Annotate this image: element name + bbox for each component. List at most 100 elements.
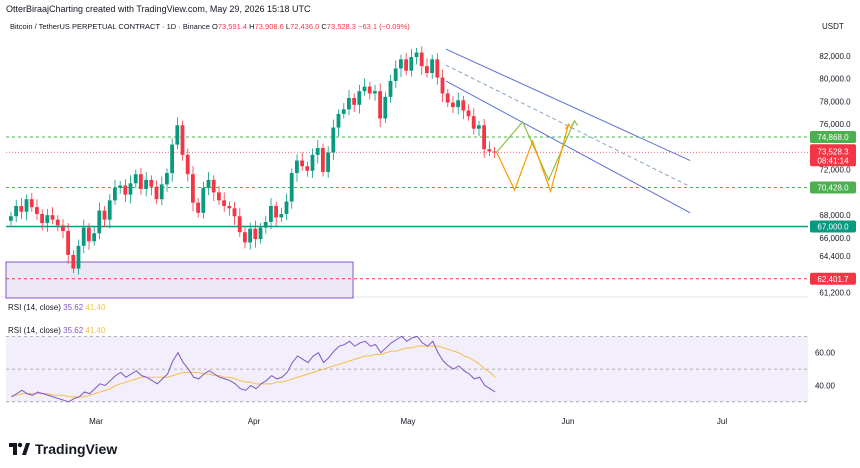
change-value: −63.1 (−0.09%) [358,22,410,31]
y-axis-tick: 61,200.0 [819,288,851,297]
candle-body [227,206,232,209]
candle-body [305,166,310,171]
candle-body [295,160,299,174]
candle-body [50,215,55,220]
candle-body [191,174,195,203]
candle-body [66,231,70,255]
countdown-label: 08:41:14 [817,156,849,165]
currency-label[interactable]: USDT [822,22,844,31]
candle-body [378,91,382,119]
candle-body [123,185,128,195]
last-price-label: 73,528.3 [817,147,849,156]
rsi-legend-value: 35.62 [63,303,84,312]
tradingview-logo[interactable]: TradingView [8,439,117,459]
candle-body [102,210,107,220]
candle-body [445,93,450,103]
last-price-tag [810,144,856,167]
candle-body [248,228,252,243]
candle-body [81,227,86,246]
projection-orange-path-arrow [565,122,573,130]
candle-body [409,57,414,71]
symbol-name[interactable]: Bitcoin / TetherUS PERPETUAL CONTRACT · … [10,22,210,31]
candle-body [414,52,419,58]
candle-body [24,199,29,212]
candle-body [258,227,263,240]
chart-credit: OtterBiraajCharting created with Trading… [6,4,311,14]
candle-body [185,154,190,175]
candle-body [222,200,226,207]
candle-body [180,125,185,155]
candle-body [113,187,117,201]
candle-body [399,59,403,69]
x-axis-tick: Mar [89,417,103,426]
candle-body [159,184,164,200]
rsi-y-tick: 60.00 [815,349,836,358]
candle-body [29,199,34,208]
rsi-y-tick: 40.00 [815,381,836,390]
candle-body [383,96,388,119]
level-tag [810,272,856,285]
candle-body [451,102,455,108]
y-axis-tick: 80,000.0 [819,75,851,84]
candle-body [243,232,247,243]
y-axis-tick: 72,000.0 [819,166,851,175]
candle-body [388,80,393,97]
candle-body [35,207,39,214]
level-tag [810,131,856,144]
candle-body [107,200,112,220]
candle-body [237,216,242,233]
candle-body [471,116,476,129]
level-tag-label: 70,428.0 [817,184,849,193]
tradingview-logo-text: TradingView [35,441,118,457]
candle-body [352,97,356,105]
candle-body [269,206,273,222]
candle-body [128,183,133,195]
symbol-legend[interactable]: Bitcoin / TetherUS PERPETUAL CONTRACT · … [10,22,410,31]
tradingview-logo-icon [9,442,30,455]
candle-body [61,225,65,232]
candle-body [206,179,211,188]
candle-body [435,59,440,78]
candle-body [419,52,424,67]
candle-body [149,179,154,187]
high-value: 73,908.6 [254,22,284,31]
level-tag-label: 67,000.0 [817,222,849,231]
level-tag [810,181,856,194]
rsi-legend-ma: 41.40 [85,303,106,312]
candle-body [76,245,81,269]
rsi-legend-name-2: RSI (14, close) [8,326,61,335]
candle-body [97,210,102,234]
candle-body [274,206,278,218]
candle-body [357,91,362,105]
candle-body [331,127,336,153]
candle-body [482,125,486,150]
price-pane [0,261,808,299]
rsi-line [11,335,496,403]
x-axis-tick: May [400,417,415,426]
candle-body [425,66,429,73]
channel-upper-line [445,48,691,161]
candle-body [341,109,346,114]
rsi-legend-1[interactable]: RSI (14, close) 35.62 41.40 [8,303,105,312]
x-axis-tick: Apr [248,417,261,426]
candle-body [144,179,148,189]
rsi-ma-line [11,345,496,398]
high-label: H [249,22,255,31]
open-label: O [212,22,218,31]
candle-body [118,185,122,188]
candle-body [487,149,492,152]
candle-body [279,213,284,218]
candle-body [315,148,320,155]
candle-body [456,100,460,108]
rsi-legend-2[interactable]: RSI (14, close) 35.62 41.40 [8,326,105,335]
candle-body [9,216,13,221]
y-axis-tick: 82,000.0 [819,52,851,61]
candle-body [87,227,91,242]
candle-body [466,110,471,117]
candle-body [170,144,174,174]
rsi-legend-value-2: 35.62 [63,326,84,335]
candle-body [393,68,398,81]
candle-body [139,174,143,189]
candle-body [232,208,237,217]
